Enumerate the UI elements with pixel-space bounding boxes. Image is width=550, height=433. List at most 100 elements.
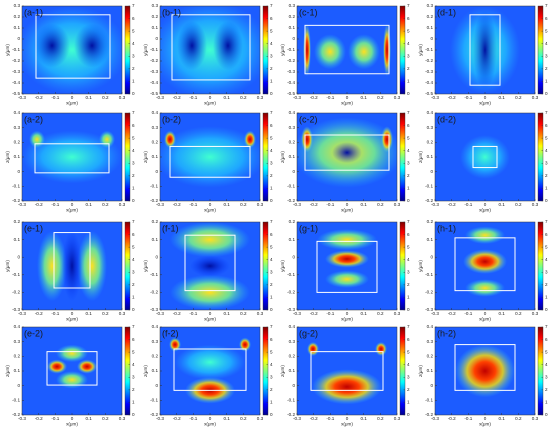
colorbar-tick-label: 4 (270, 257, 273, 262)
x-tick-label: -0.3 (431, 416, 439, 421)
colorbar-tick-label: 6 (407, 337, 410, 342)
x-tick-label: 0.1 (360, 95, 367, 100)
x-tick-label: 0 (209, 416, 212, 421)
panel: (h-2)-0.3 -0.2 -0.1 0 0.1 0.2 0.30.40.30.20.10… (418, 324, 548, 427)
x-tick-label: -0.3 (293, 95, 301, 100)
colorbar (262, 221, 269, 311)
y-tick-label: -0.4 (150, 80, 158, 85)
y-tick-label: 0.3 (427, 3, 434, 8)
panel-label: (e-2) (24, 328, 43, 338)
field-background (297, 6, 397, 94)
colorbar-tick-label: 2 (270, 173, 273, 178)
x-tick-label: 0 (346, 416, 349, 421)
panel: (d-2)-0.3 -0.2 -0.1 0 0.1 0.2 0.30.40.30.20.10… (418, 110, 548, 213)
y-tick-label: -0.2 (425, 412, 433, 417)
x-tick-label: -0.2 (173, 95, 181, 100)
x-tick-label: 0.2 (240, 311, 247, 316)
colorbar-tick-label: 4 (407, 41, 410, 46)
colorbar-tick-label: 7 (132, 110, 135, 115)
colorbar-tick-label: 4 (270, 148, 273, 153)
y-tick-label: 0.2 (427, 14, 434, 19)
colorbar-tick-label: 5 (407, 349, 410, 354)
colorbar-tick-label: 2 (270, 387, 273, 392)
colorbar-tick-label: 2 (407, 66, 410, 71)
field-map (297, 113, 397, 201)
y-tick-label: 0.3 (152, 339, 159, 344)
colorbar (537, 5, 544, 95)
y-axis-label: y(μm) (143, 44, 148, 56)
colorbar-tick-label: 0 (407, 412, 410, 417)
colorbar-tick-label: 0 (407, 198, 410, 203)
y-tick-label: 0.2 (427, 354, 434, 359)
y-tick-label: 0 (17, 169, 20, 174)
structure-outline (316, 240, 378, 293)
x-tick-label: -0.2 (173, 311, 181, 316)
colorbar-tick-label: 1 (407, 400, 410, 405)
y-tick-label: 0 (430, 383, 433, 388)
colorbar (124, 326, 131, 416)
field-blob (325, 270, 369, 289)
colorbar (537, 221, 544, 311)
panel-label: (b-1) (162, 7, 181, 17)
structure-outline (304, 134, 390, 171)
colorbar (399, 221, 406, 311)
panel-label: (h-2) (437, 328, 456, 338)
y-tick-label: -0.3 (287, 307, 295, 312)
y-tick-label: 0 (430, 169, 433, 174)
y-axis-label: z(μm) (418, 151, 423, 163)
x-tick-label: -0.3 (156, 202, 164, 207)
x-axis-label: x(μm) (66, 208, 78, 213)
y-tick-label: -0.2 (425, 58, 433, 63)
colorbar-tick-label: 2 (407, 282, 410, 287)
field-map (160, 222, 260, 310)
colorbar-tick-label: 7 (270, 3, 273, 8)
colorbar (124, 5, 131, 95)
x-axis-label: x(μm) (479, 422, 491, 427)
y-tick-label: 0.3 (289, 339, 296, 344)
field-blob (348, 34, 380, 70)
field-map (297, 6, 397, 94)
y-tick-label: -0.3 (150, 69, 158, 74)
field-map (22, 6, 122, 94)
colorbar-tick-label: 3 (407, 375, 410, 380)
colorbar-tick-label: 5 (270, 244, 273, 249)
x-tick-label: -0.1 (51, 311, 59, 316)
colorbar-tick-label: 1 (132, 295, 135, 300)
x-tick-label: 0 (346, 95, 349, 100)
colorbar-tick-label: 5 (132, 28, 135, 33)
colorbar-tick-label: 0 (407, 91, 410, 96)
x-tick-label: 0.2 (377, 416, 384, 421)
colorbar-tick-label: 1 (132, 186, 135, 191)
colorbar-tick-label: 5 (132, 349, 135, 354)
y-tick-label: 0 (155, 383, 158, 388)
y-tick-label: -0.1 (12, 398, 20, 403)
colorbar-tick-label: 4 (407, 362, 410, 367)
x-tick-label: -0.2 (310, 311, 318, 316)
x-tick-label: 0.3 (119, 95, 126, 100)
x-tick-label: -0.3 (18, 95, 26, 100)
x-tick-label: 0.3 (119, 416, 126, 421)
panel-label: (e-1) (24, 223, 43, 233)
y-tick-label: 0 (155, 254, 158, 259)
y-tick-label: 0.2 (289, 14, 296, 19)
colorbar-tick-label: 3 (132, 161, 135, 166)
colorbar-tick-label: 5 (270, 135, 273, 140)
x-tick-label: -0.3 (431, 95, 439, 100)
field-blob (465, 279, 505, 297)
x-tick-label: -0.3 (18, 416, 26, 421)
x-tick-label: 0.1 (360, 416, 367, 421)
x-tick-label: 0 (346, 202, 349, 207)
colorbar-tick-label: 6 (407, 232, 410, 237)
y-tick-label: 0 (155, 36, 158, 41)
y-tick-label: -0.2 (12, 198, 20, 203)
field-blob (375, 341, 387, 357)
colorbar-tick-label: 7 (270, 219, 273, 224)
x-tick-label: 0.2 (102, 95, 109, 100)
x-tick-label: -0.1 (51, 416, 59, 421)
colorbar-tick-label: 4 (132, 148, 135, 153)
panel-label: (d-2) (437, 114, 456, 124)
x-tick-label: 0 (71, 202, 74, 207)
x-tick-label: -0.2 (310, 95, 318, 100)
structure-outline (469, 14, 501, 86)
x-tick-label: -0.1 (464, 202, 472, 207)
